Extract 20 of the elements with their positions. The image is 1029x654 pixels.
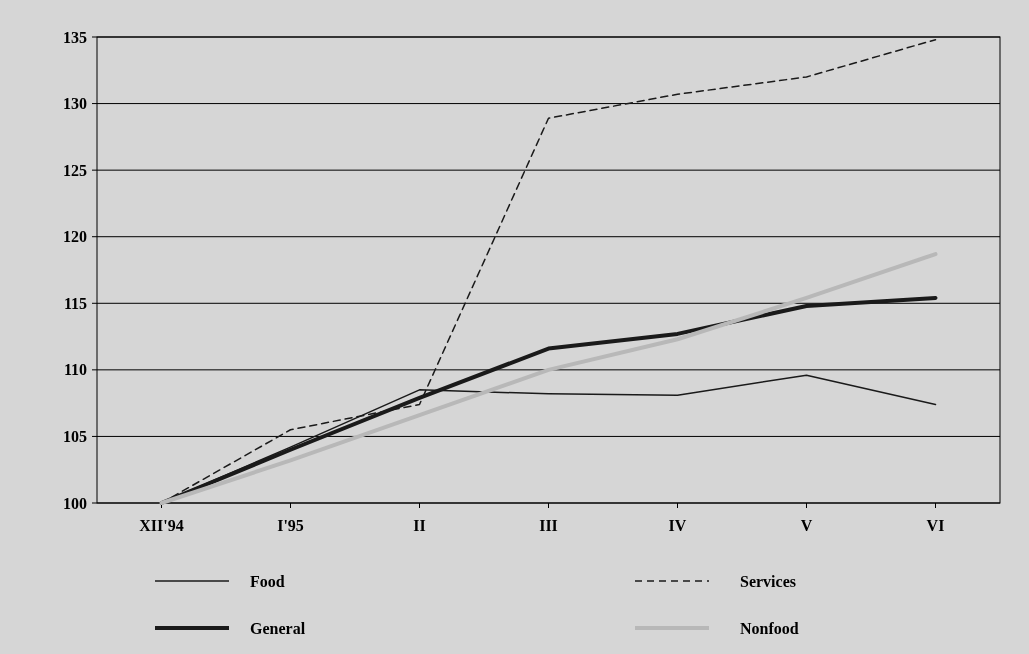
legend-label: Services [740, 572, 796, 590]
legend-label: General [250, 619, 306, 637]
y-tick-label: 135 [63, 28, 87, 46]
y-tick-label: 130 [63, 95, 87, 113]
y-tick-label: 120 [63, 228, 87, 246]
y-tick-label: 110 [63, 361, 87, 379]
y-tick-label: 100 [63, 494, 87, 512]
y-tick-label: 115 [63, 294, 87, 312]
legend-label: Food [250, 572, 285, 590]
x-tick-label: XII'94 [139, 517, 184, 534]
y-tick-label: 105 [63, 428, 87, 446]
x-tick-label: III [539, 517, 558, 534]
line-series [159, 252, 938, 505]
legend-label: Nonfood [740, 619, 799, 637]
x-tick-label: IV [668, 517, 687, 534]
y-tick-label: 125 [63, 161, 87, 179]
x-tick-label: V [800, 517, 813, 534]
x-tick-label: I'95 [277, 517, 304, 534]
x-tick-label: VI [926, 517, 945, 534]
x-tick-label: II [413, 517, 426, 534]
